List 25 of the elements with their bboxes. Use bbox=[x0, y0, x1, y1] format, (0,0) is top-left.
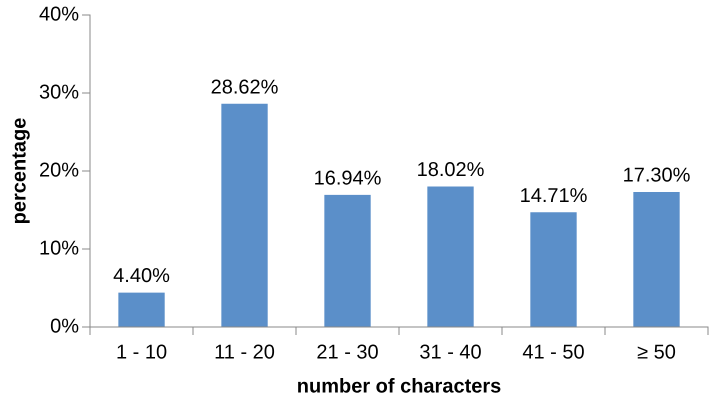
x-tick-label: 1 - 10 bbox=[116, 342, 168, 364]
data-label: 17.30% bbox=[622, 164, 691, 187]
bar bbox=[427, 186, 474, 326]
bar bbox=[530, 212, 577, 326]
bar bbox=[633, 192, 680, 326]
x-tick-label: 21 - 30 bbox=[316, 342, 379, 364]
x-axis-title: number of characters bbox=[296, 376, 502, 398]
data-label: 28.62% bbox=[210, 76, 279, 98]
y-axis-title: percentage bbox=[8, 118, 31, 224]
y-tick-label: 0% bbox=[50, 316, 80, 338]
y-tick-label: 40% bbox=[39, 4, 80, 26]
data-label: 4.40% bbox=[113, 265, 170, 288]
bar bbox=[118, 292, 165, 326]
y-tick-label: 10% bbox=[39, 238, 80, 260]
bar bbox=[221, 104, 268, 326]
x-tick-label: 31 - 40 bbox=[419, 342, 482, 364]
y-tick-label: 30% bbox=[39, 82, 80, 104]
data-label: 16.94% bbox=[314, 167, 382, 190]
x-tick-label: 11 - 20 bbox=[214, 342, 275, 364]
y-tick-label: 20% bbox=[39, 160, 80, 182]
data-label: 18.02% bbox=[416, 158, 485, 181]
bar bbox=[324, 194, 371, 326]
data-label: 14.71% bbox=[520, 184, 588, 207]
x-tick-label: ≥ 50 bbox=[637, 342, 676, 364]
x-tick-label: 41 - 50 bbox=[522, 342, 585, 364]
